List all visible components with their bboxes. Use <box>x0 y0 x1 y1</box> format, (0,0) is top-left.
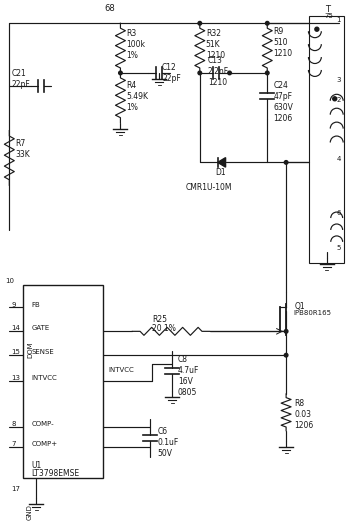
Text: U1: U1 <box>31 461 41 470</box>
Text: 2: 2 <box>337 97 341 103</box>
Text: 3: 3 <box>337 77 341 83</box>
Text: C24
47pF
630V
1206: C24 47pF 630V 1206 <box>273 81 293 123</box>
Text: Q1: Q1 <box>295 301 306 310</box>
Text: 20 1%: 20 1% <box>152 325 176 333</box>
Text: 15: 15 <box>11 349 20 355</box>
Circle shape <box>266 71 269 75</box>
Text: R25: R25 <box>152 316 167 325</box>
Text: R8
0.03
1206: R8 0.03 1206 <box>294 399 313 430</box>
Bar <box>309 16 344 263</box>
Text: IPB80R165: IPB80R165 <box>293 310 331 317</box>
Text: R7
33K: R7 33K <box>15 138 30 159</box>
Text: 4: 4 <box>337 156 341 163</box>
Text: COMP-: COMP- <box>31 421 54 427</box>
Text: 10: 10 <box>5 278 14 284</box>
Text: DOM: DOM <box>27 341 33 358</box>
Text: C21
22pF: C21 22pF <box>11 69 30 89</box>
Text: R9
510
1210: R9 510 1210 <box>273 27 292 58</box>
Circle shape <box>119 71 122 75</box>
Text: COMP+: COMP+ <box>31 441 57 447</box>
Text: 5: 5 <box>337 245 341 251</box>
Polygon shape <box>218 158 226 167</box>
Text: C8
4.7uF
16V
0805: C8 4.7uF 16V 0805 <box>178 355 200 398</box>
Text: 6: 6 <box>337 210 341 216</box>
Text: GATE: GATE <box>31 326 49 331</box>
Text: 17: 17 <box>11 487 20 492</box>
Circle shape <box>284 353 288 357</box>
Text: SENSE: SENSE <box>31 349 54 355</box>
Text: CMR1U-10M: CMR1U-10M <box>186 183 232 193</box>
Text: 7: 7 <box>11 441 16 447</box>
Circle shape <box>228 71 231 75</box>
Text: 1: 1 <box>337 17 341 23</box>
Text: 68: 68 <box>105 4 115 13</box>
Text: R3
100k
1%: R3 100k 1% <box>126 29 145 60</box>
Text: 13: 13 <box>11 375 20 381</box>
Circle shape <box>198 22 202 25</box>
Circle shape <box>284 330 288 333</box>
Text: 14: 14 <box>11 326 20 331</box>
Text: LT3798EMSE: LT3798EMSE <box>31 470 79 479</box>
Text: INTVCC: INTVCC <box>31 375 57 381</box>
Circle shape <box>266 22 269 25</box>
Text: 75: 75 <box>325 13 334 19</box>
Text: C6
0.1uF
50V: C6 0.1uF 50V <box>157 427 178 458</box>
Circle shape <box>315 27 319 31</box>
Circle shape <box>333 97 337 101</box>
Text: GND: GND <box>26 504 32 520</box>
Text: T: T <box>325 5 330 14</box>
Text: 8: 8 <box>11 421 16 427</box>
Text: D1: D1 <box>216 168 226 177</box>
Text: R32
51K
1210: R32 51K 1210 <box>206 29 225 60</box>
Bar <box>23 285 103 479</box>
Text: FB: FB <box>31 301 40 308</box>
Text: INTVCC: INTVCC <box>108 367 134 373</box>
Circle shape <box>198 71 202 75</box>
Text: 9: 9 <box>11 301 16 308</box>
Circle shape <box>284 160 288 164</box>
Text: R4
5.49K
1%: R4 5.49K 1% <box>126 81 148 112</box>
Text: C13
2.2nF
1210: C13 2.2nF 1210 <box>208 56 229 87</box>
Text: C12
22pF: C12 22pF <box>162 63 181 83</box>
